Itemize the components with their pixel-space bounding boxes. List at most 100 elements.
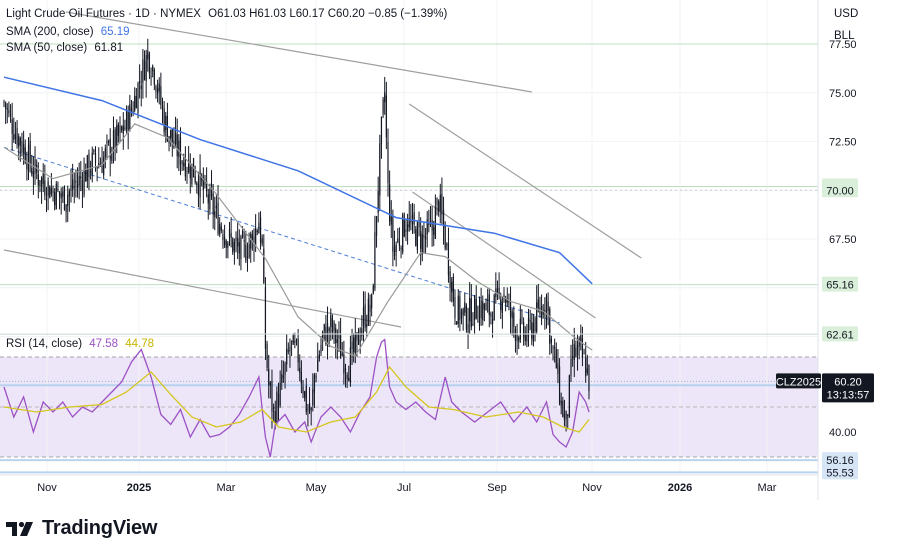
candle-body	[295, 340, 298, 342]
candle-body	[498, 287, 500, 295]
candle-body	[330, 315, 332, 328]
candle-body	[549, 308, 551, 344]
candle-body	[117, 124, 119, 136]
candle-body	[233, 241, 235, 251]
candle-body	[552, 347, 554, 349]
candle-body	[318, 354, 320, 359]
candle-body	[578, 338, 580, 347]
candle-body	[107, 141, 110, 143]
candle-body	[451, 281, 453, 293]
candle-body	[124, 127, 126, 130]
candle-body	[513, 312, 515, 328]
candle-body	[282, 375, 285, 378]
candle-body	[210, 183, 213, 197]
candle-body	[420, 231, 422, 249]
level-badge	[822, 326, 858, 342]
candle-body	[179, 137, 182, 165]
currency-usd-button[interactable]: USD	[834, 8, 859, 20]
time-tick-label: Jul	[397, 482, 411, 494]
candle-body	[361, 328, 363, 337]
candle-body	[426, 219, 428, 235]
level-badge-label: 55.53	[826, 467, 854, 479]
candle-body	[78, 175, 80, 186]
candle-body	[397, 238, 399, 242]
candle-body	[424, 236, 427, 240]
candle-body	[555, 349, 557, 369]
candle-body	[81, 180, 84, 191]
candle-body	[395, 244, 397, 253]
candle-body	[341, 353, 343, 356]
candle-body	[465, 305, 468, 330]
candle-body	[434, 207, 436, 239]
candle-body	[413, 212, 415, 225]
time-tick-label: Nov	[37, 482, 57, 494]
candle-body	[287, 350, 289, 352]
candle-body	[500, 299, 502, 311]
candle-body	[586, 368, 588, 373]
candle-body	[558, 366, 561, 403]
candle-body	[14, 133, 17, 140]
candle-body	[121, 126, 123, 131]
candle-body	[6, 108, 8, 110]
candle-body	[255, 227, 257, 246]
candle-body	[202, 177, 204, 191]
candle-body	[473, 295, 476, 321]
candle-body	[153, 70, 155, 85]
candle-body	[63, 186, 66, 210]
candle-body	[122, 125, 124, 134]
candle-body	[536, 302, 538, 332]
candle-body	[583, 353, 585, 355]
sma50-line	[3, 123, 593, 357]
tradingview-brand[interactable]: TradingView	[6, 515, 157, 541]
candle-body	[446, 244, 448, 246]
candle-body	[58, 191, 61, 197]
candle-body	[222, 234, 224, 241]
candle-body	[9, 114, 12, 116]
candle-body	[65, 204, 67, 212]
time-tick-label: 2026	[668, 482, 692, 494]
candle-body	[312, 389, 314, 406]
candle-body	[304, 391, 306, 398]
candle-body	[421, 233, 423, 255]
candles	[3, 38, 590, 432]
rsi-label: RSI (14, close)	[6, 338, 82, 350]
rsi-pane	[3, 338, 590, 458]
candle-body	[250, 234, 252, 249]
candle-body	[86, 155, 88, 182]
candle-body	[470, 298, 472, 327]
candle-body	[125, 109, 128, 130]
candle-body	[464, 302, 466, 313]
candle-body	[274, 410, 276, 424]
candle-body	[491, 319, 494, 324]
candle-body	[317, 359, 319, 372]
candle-body	[585, 357, 587, 377]
candle-body	[322, 332, 324, 340]
candle-body	[106, 141, 108, 144]
candle-body	[384, 92, 386, 103]
candle-body	[369, 304, 371, 312]
candle-body	[147, 50, 149, 60]
candle-body	[562, 400, 564, 418]
candle-body	[514, 328, 517, 341]
candle-body	[338, 335, 340, 339]
currency-bll-button[interactable]: BLL	[834, 30, 855, 42]
candle-body	[335, 328, 337, 344]
candle-body	[32, 171, 35, 178]
candle-body	[91, 152, 93, 176]
candle-body	[55, 183, 57, 210]
candle-body	[438, 201, 440, 213]
candle-body	[165, 115, 167, 131]
candle-body	[524, 332, 526, 341]
candle-body	[487, 299, 489, 301]
candle-body	[68, 190, 70, 196]
candle-body	[140, 85, 142, 89]
candle-body	[93, 150, 95, 152]
candle-body	[371, 294, 373, 309]
rsi-signal-line	[3, 365, 590, 433]
candle-body	[292, 335, 294, 345]
candle-body	[588, 365, 590, 392]
candle-body	[521, 317, 523, 319]
candle-body	[354, 334, 356, 353]
candle-body	[457, 295, 459, 325]
candle-body	[101, 161, 103, 173]
